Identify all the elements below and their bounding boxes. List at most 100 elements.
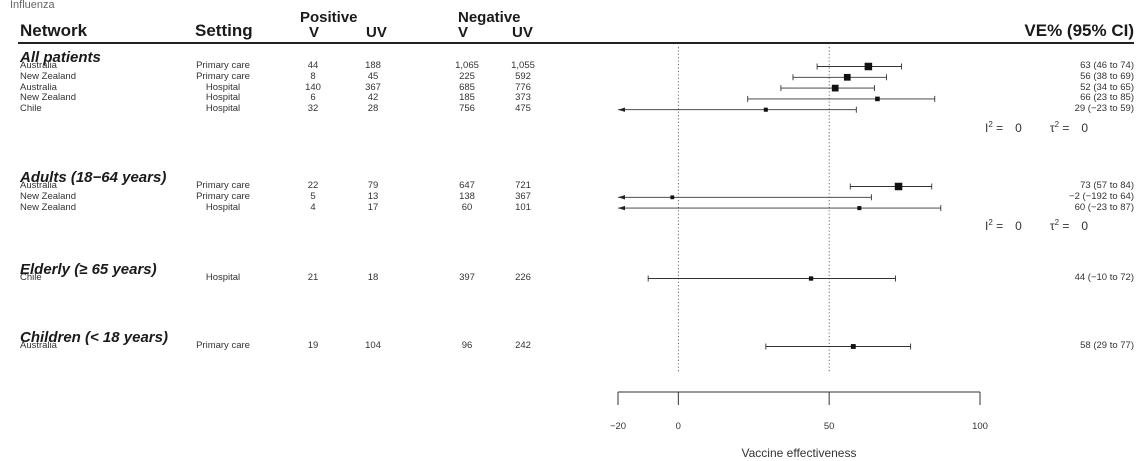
row-positive-uv: 28 [367, 103, 379, 115]
row-negative-uv: 776 [515, 81, 531, 93]
header-negative: Negative [458, 9, 521, 26]
row-negative-v: 397 [459, 272, 475, 283]
header-rule [18, 42, 1134, 44]
row-positive-v: 6 [310, 92, 316, 104]
row-network: New Zealand [20, 190, 76, 202]
heterogeneity-part: τ [1049, 219, 1055, 234]
point-estimate [857, 206, 862, 211]
row-negative-v: 96 [461, 340, 473, 351]
row-negative-v: 60 [461, 201, 473, 213]
heterogeneity-part: = [992, 121, 1004, 135]
point-estimate [670, 195, 675, 200]
row-network: Australia [20, 180, 57, 191]
group-label: All patients [20, 49, 101, 66]
heterogeneity-part: 2 [988, 120, 993, 129]
header-negative-uv: UV [512, 24, 533, 41]
row-network: New Zealand [20, 70, 76, 82]
ci-arrow [618, 205, 625, 211]
header-positive-v: V [309, 24, 320, 41]
row-negative-v: 685 [459, 81, 475, 93]
row-setting: Primary care [196, 60, 250, 71]
point-estimate [864, 62, 873, 71]
row-negative-uv: 373 [515, 92, 531, 104]
heterogeneity-part: 0 [1081, 219, 1089, 234]
heterogeneity-part: 0 [1015, 219, 1022, 234]
x-tick-label: 0 [675, 421, 681, 432]
row-positive-v: 22 [307, 180, 319, 191]
row-setting: Primary care [196, 70, 250, 82]
row-network: Australia [20, 81, 57, 93]
row-negative-uv: 101 [515, 201, 531, 213]
row-positive-uv: 79 [367, 180, 379, 191]
heterogeneity-part: = [1059, 121, 1070, 135]
row-positive-v: 21 [307, 272, 319, 283]
row-positive-uv: 42 [367, 92, 379, 104]
row-positive-uv: 18 [367, 272, 379, 283]
heterogeneity-part: 2 [988, 218, 993, 228]
x-tick-label: 100 [972, 421, 988, 432]
row-network: Australia [20, 60, 57, 71]
row-negative-uv: 367 [515, 190, 531, 202]
header-ve: VE% (95% CI) [1024, 21, 1134, 40]
heterogeneity-part: = [992, 219, 1004, 234]
heterogeneity-part: I [985, 219, 989, 234]
row-positive-v: 4 [310, 201, 316, 213]
row-ve-text: 60 (−23 to 87) [1074, 201, 1134, 213]
header-negative-v: V [458, 24, 469, 41]
x-tick-label: −20 [609, 421, 627, 432]
point-estimate [894, 182, 903, 191]
group-label: Adults (18−64 years) [20, 169, 167, 186]
row-positive-v: 5 [310, 190, 316, 202]
row-ve-text: 66 (23 to 85) [1080, 92, 1134, 104]
ci-arrow [618, 107, 625, 112]
header-positive-uv: UV [366, 24, 387, 41]
figure-top-label: Influenza [10, 0, 55, 11]
row-positive-uv: 367 [365, 81, 381, 93]
row-ve-text: 44 (−10 to 72) [1074, 272, 1134, 283]
row-network: Chile [20, 103, 42, 115]
row-network: New Zealand [20, 201, 76, 213]
row-negative-v: 756 [459, 103, 475, 115]
row-positive-uv: 188 [365, 60, 381, 71]
heterogeneity-part: τ [1049, 121, 1055, 135]
row-setting: Primary care [196, 340, 250, 351]
row-negative-v: 647 [459, 180, 475, 191]
row-negative-v: 185 [459, 92, 475, 104]
row-setting: Hospital [205, 81, 241, 93]
group-label: Children (< 18 years) [20, 329, 168, 346]
row-ve-text: 29 (−23 to 59) [1074, 103, 1134, 115]
point-estimate [843, 73, 851, 81]
point-estimate [875, 96, 880, 102]
row-negative-uv: 226 [515, 272, 531, 283]
row-network: Australia [20, 340, 57, 351]
row-negative-v: 138 [459, 190, 475, 202]
row-negative-uv: 721 [515, 180, 531, 191]
row-ve-text: 73 (57 to 84) [1080, 180, 1134, 191]
row-positive-uv: 104 [365, 340, 381, 351]
row-negative-uv: 592 [515, 70, 531, 82]
row-network: New Zealand [20, 92, 76, 104]
row-positive-v: 44 [307, 60, 319, 71]
heterogeneity-part: I [985, 121, 989, 135]
header-positive: Positive [300, 9, 358, 26]
row-positive-uv: 13 [367, 190, 379, 202]
row-positive-v: 32 [307, 103, 319, 115]
row-setting: Primary care [196, 180, 250, 191]
group-label: Elderly (≥ 65 years) [20, 261, 157, 278]
row-ve-text: 63 (46 to 74) [1080, 60, 1134, 71]
row-negative-uv: 242 [515, 340, 531, 351]
row-positive-uv: 17 [367, 201, 379, 213]
row-negative-uv: 475 [515, 103, 531, 115]
row-network: Chile [20, 272, 42, 283]
row-negative-uv: 1,055 [511, 60, 535, 71]
row-ve-text: −2 (−192 to 64) [1069, 190, 1134, 202]
heterogeneity-stats: I2 = 0 τ2 = 0 [985, 218, 1089, 234]
heterogeneity-part: 0 [1015, 121, 1022, 135]
row-ve-text: 52 (34 to 65) [1080, 81, 1134, 93]
heterogeneity-part: 2 [1054, 120, 1060, 129]
heterogeneity-part: 0 [1081, 121, 1089, 135]
row-setting: Hospital [205, 92, 241, 104]
ci-arrow [618, 195, 625, 200]
